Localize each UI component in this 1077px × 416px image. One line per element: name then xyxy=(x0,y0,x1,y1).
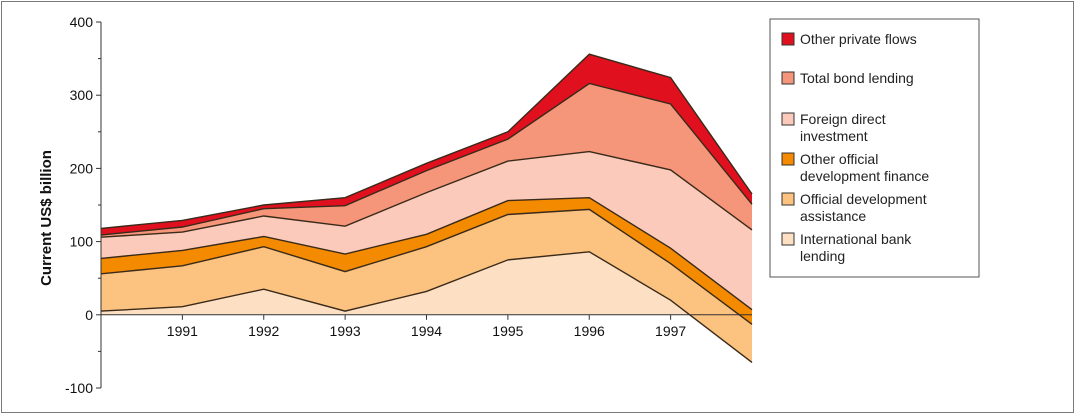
area-foreign-direct-investment xyxy=(101,151,752,310)
legend-swatch xyxy=(781,232,795,246)
legend-label: Foreign direct investment xyxy=(800,111,886,144)
x-tick-label: 1996 xyxy=(574,323,605,339)
area-official-development-assistance xyxy=(101,209,752,363)
legend-label: Other private flows xyxy=(800,31,917,47)
area-total-bond-lending xyxy=(101,83,752,238)
legend-swatch xyxy=(781,192,795,206)
series-line-other-official-development-finance xyxy=(100,196,753,311)
x-tick-label: 1992 xyxy=(248,323,279,339)
series-line-official-development-assistance xyxy=(100,208,753,325)
legend-swatch xyxy=(781,152,795,166)
series-line-total-bond-lending xyxy=(100,82,753,236)
y-tick-label: -100 xyxy=(65,380,93,396)
x-tick-label: 1997 xyxy=(655,323,686,339)
x-tick-label: 1993 xyxy=(330,323,361,339)
legend-swatch xyxy=(781,32,795,46)
legend-label: International bank lending xyxy=(800,231,912,264)
x-tick-label: 1991 xyxy=(167,323,198,339)
y-axis-label: Current US$ billion xyxy=(38,150,55,286)
area-international-bank-lending xyxy=(101,251,752,363)
series-line-international-bank-lending xyxy=(100,251,753,363)
chart-areas xyxy=(101,54,752,363)
series-line-other-private-flows xyxy=(100,53,753,230)
x-tick-label: 1994 xyxy=(411,323,442,339)
legend-label: Total bond lending xyxy=(800,70,914,86)
legend-label: Official development assistance xyxy=(800,191,927,224)
legend: Other private flows Total bond lending For… xyxy=(769,18,980,278)
legend-box xyxy=(769,18,980,278)
x-tick-label: 1995 xyxy=(492,323,523,339)
chart-axes: 400 300 200 100 0 -100 1991 1992 1993 1994 1995 199… xyxy=(65,14,752,396)
y-tick-label: 400 xyxy=(70,14,94,30)
y-tick-label: 200 xyxy=(70,160,94,176)
legend-label: Other official development finance xyxy=(800,151,929,184)
series-line-foreign-direct-investment xyxy=(100,150,753,238)
legend-swatch xyxy=(781,112,795,126)
y-tick-label: 0 xyxy=(85,307,93,323)
chart-series-lines xyxy=(100,53,753,363)
y-tick-label: 100 xyxy=(70,234,94,250)
y-tick-label: 300 xyxy=(70,87,94,103)
legend-swatch xyxy=(781,71,795,85)
